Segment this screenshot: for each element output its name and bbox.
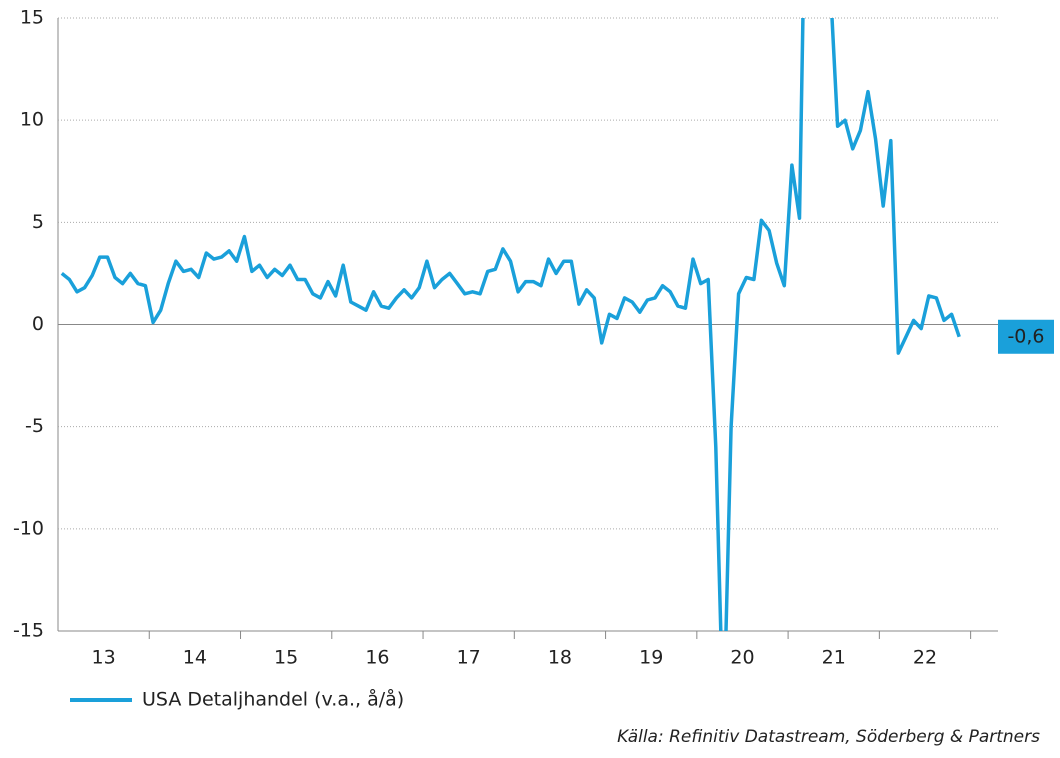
y-tick-label: 15 bbox=[20, 7, 44, 29]
x-tick-label: 21 bbox=[822, 647, 846, 669]
end-label-box bbox=[998, 319, 1054, 354]
y-tick-label: 0 bbox=[32, 313, 44, 335]
legend-label: USA Detaljhandel (v.a., å/å) bbox=[142, 688, 404, 711]
y-tick-label: 10 bbox=[20, 109, 44, 131]
x-tick-label: 22 bbox=[913, 647, 937, 669]
x-tick-label: 13 bbox=[92, 647, 116, 669]
x-tick-label: 14 bbox=[183, 647, 207, 669]
x-tick-label: 15 bbox=[274, 647, 298, 669]
y-tick-label: -10 bbox=[13, 517, 44, 539]
y-tick-label: 5 bbox=[32, 211, 44, 233]
y-tick-label: -15 bbox=[13, 620, 44, 642]
x-tick-label: 20 bbox=[730, 647, 754, 669]
x-tick-label: 18 bbox=[548, 647, 572, 669]
y-tick-label: -5 bbox=[25, 415, 44, 437]
x-tick-label: 17 bbox=[457, 647, 481, 669]
series-line bbox=[60, 18, 961, 631]
plot-area bbox=[60, 18, 961, 631]
end-label: -0,6 bbox=[1007, 325, 1044, 347]
source: Källa: Refinitiv Datastream, Söderberg &… bbox=[617, 727, 1040, 747]
x-tick-label: 19 bbox=[639, 647, 663, 669]
x-tick-label: 16 bbox=[365, 647, 389, 669]
